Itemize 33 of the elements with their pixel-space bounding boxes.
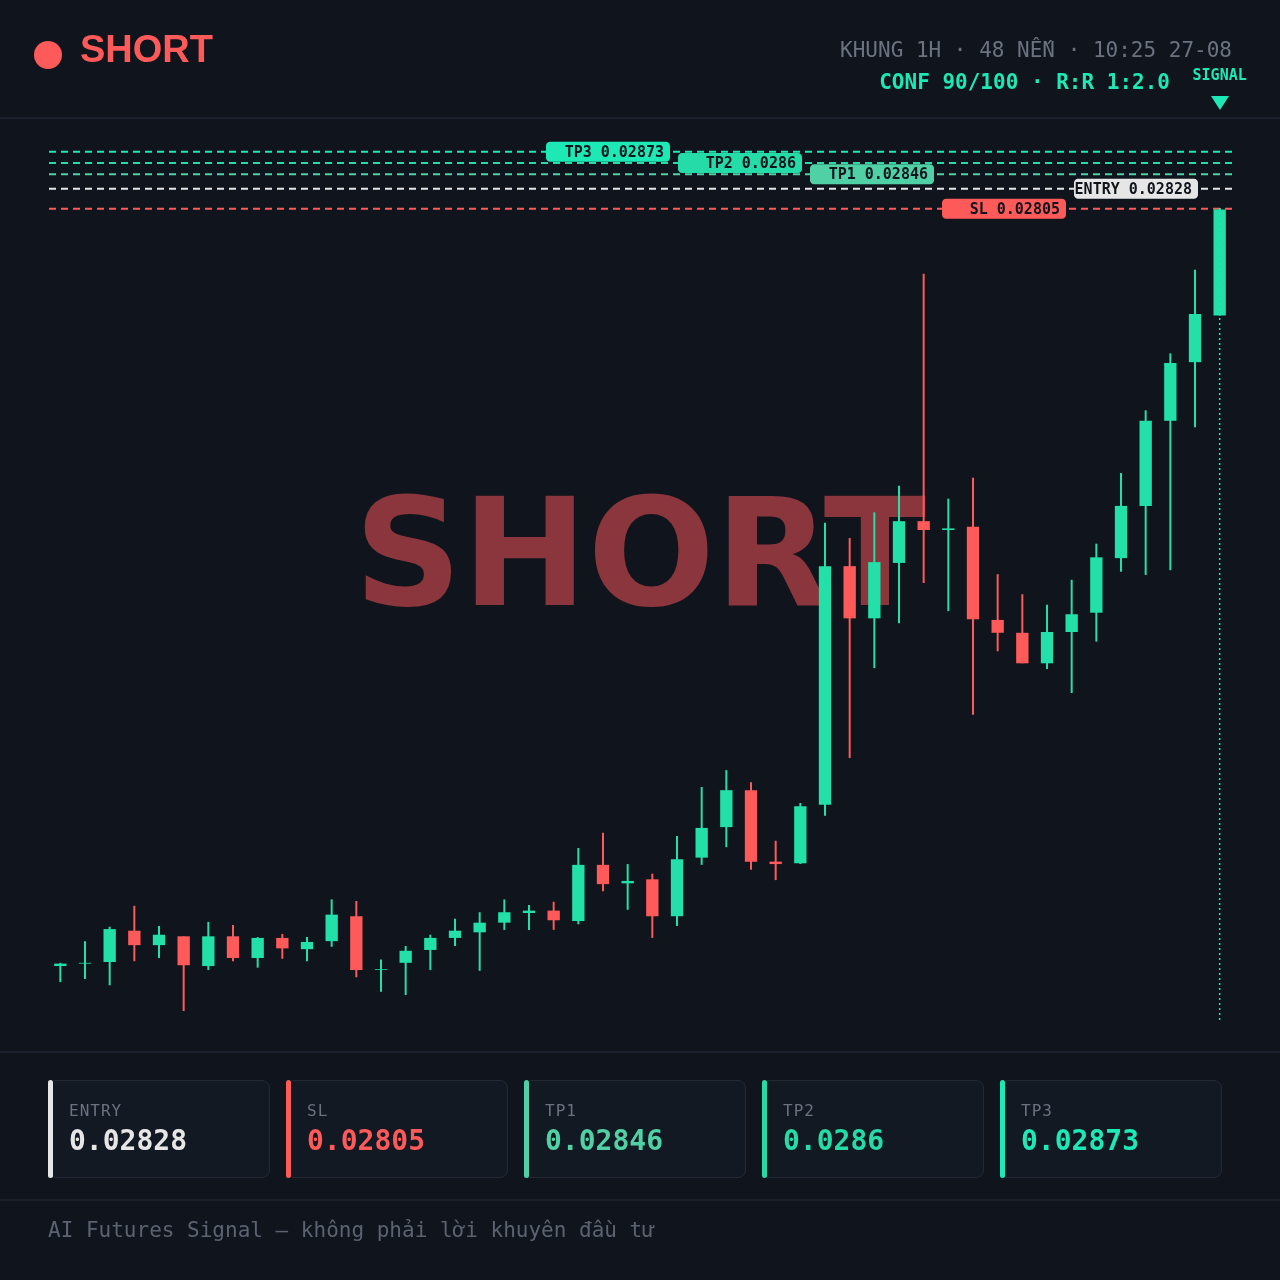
candlestick	[498, 898, 511, 931]
text: CONF 90/100 · R:R 1:2.0	[879, 70, 1170, 94]
text: ENTRY 0.02828	[69, 1101, 188, 1157]
candlestick	[276, 932, 289, 960]
ref-line-label: ENTRY 0.02828	[1074, 179, 1192, 198]
candlestick	[251, 936, 264, 969]
candlestick	[424, 933, 437, 972]
text: TP1 0.02846	[545, 1101, 664, 1157]
candlestick	[399, 944, 412, 996]
candlestick	[300, 936, 314, 963]
ref-line-label: TP1 0.02846	[828, 165, 928, 184]
candlestick	[226, 924, 240, 963]
text: SIGNAL	[1191, 66, 1248, 84]
candlestick	[1065, 578, 1078, 695]
candlestick	[547, 900, 560, 931]
ref-line-label: TP2 0.0286	[705, 154, 796, 173]
text: SL 0.02805	[307, 1101, 426, 1157]
candlestick	[991, 573, 1004, 653]
text: AI Futures Signal — không phải lời khuyên đầu tư	[48, 1218, 655, 1242]
candlestick	[152, 924, 166, 959]
candlestick	[128, 904, 141, 963]
text: TP2 0.0286	[783, 1101, 885, 1157]
candlestick	[374, 958, 388, 993]
candlestick	[942, 497, 955, 613]
chart-subtitle: KHUNG 1H · 48 NẾN · 10:25 27-08	[840, 38, 1232, 62]
chart-title: SHORT	[80, 28, 213, 71]
candlestick	[596, 831, 610, 893]
ref-line-label: SL 0.02805	[969, 199, 1060, 218]
candlestick	[448, 917, 462, 947]
candlestick	[78, 940, 92, 980]
text: TP3 0.02873	[1021, 1101, 1140, 1157]
ref-line-label: TP3 0.02873	[564, 142, 664, 161]
candlestick	[473, 911, 486, 972]
